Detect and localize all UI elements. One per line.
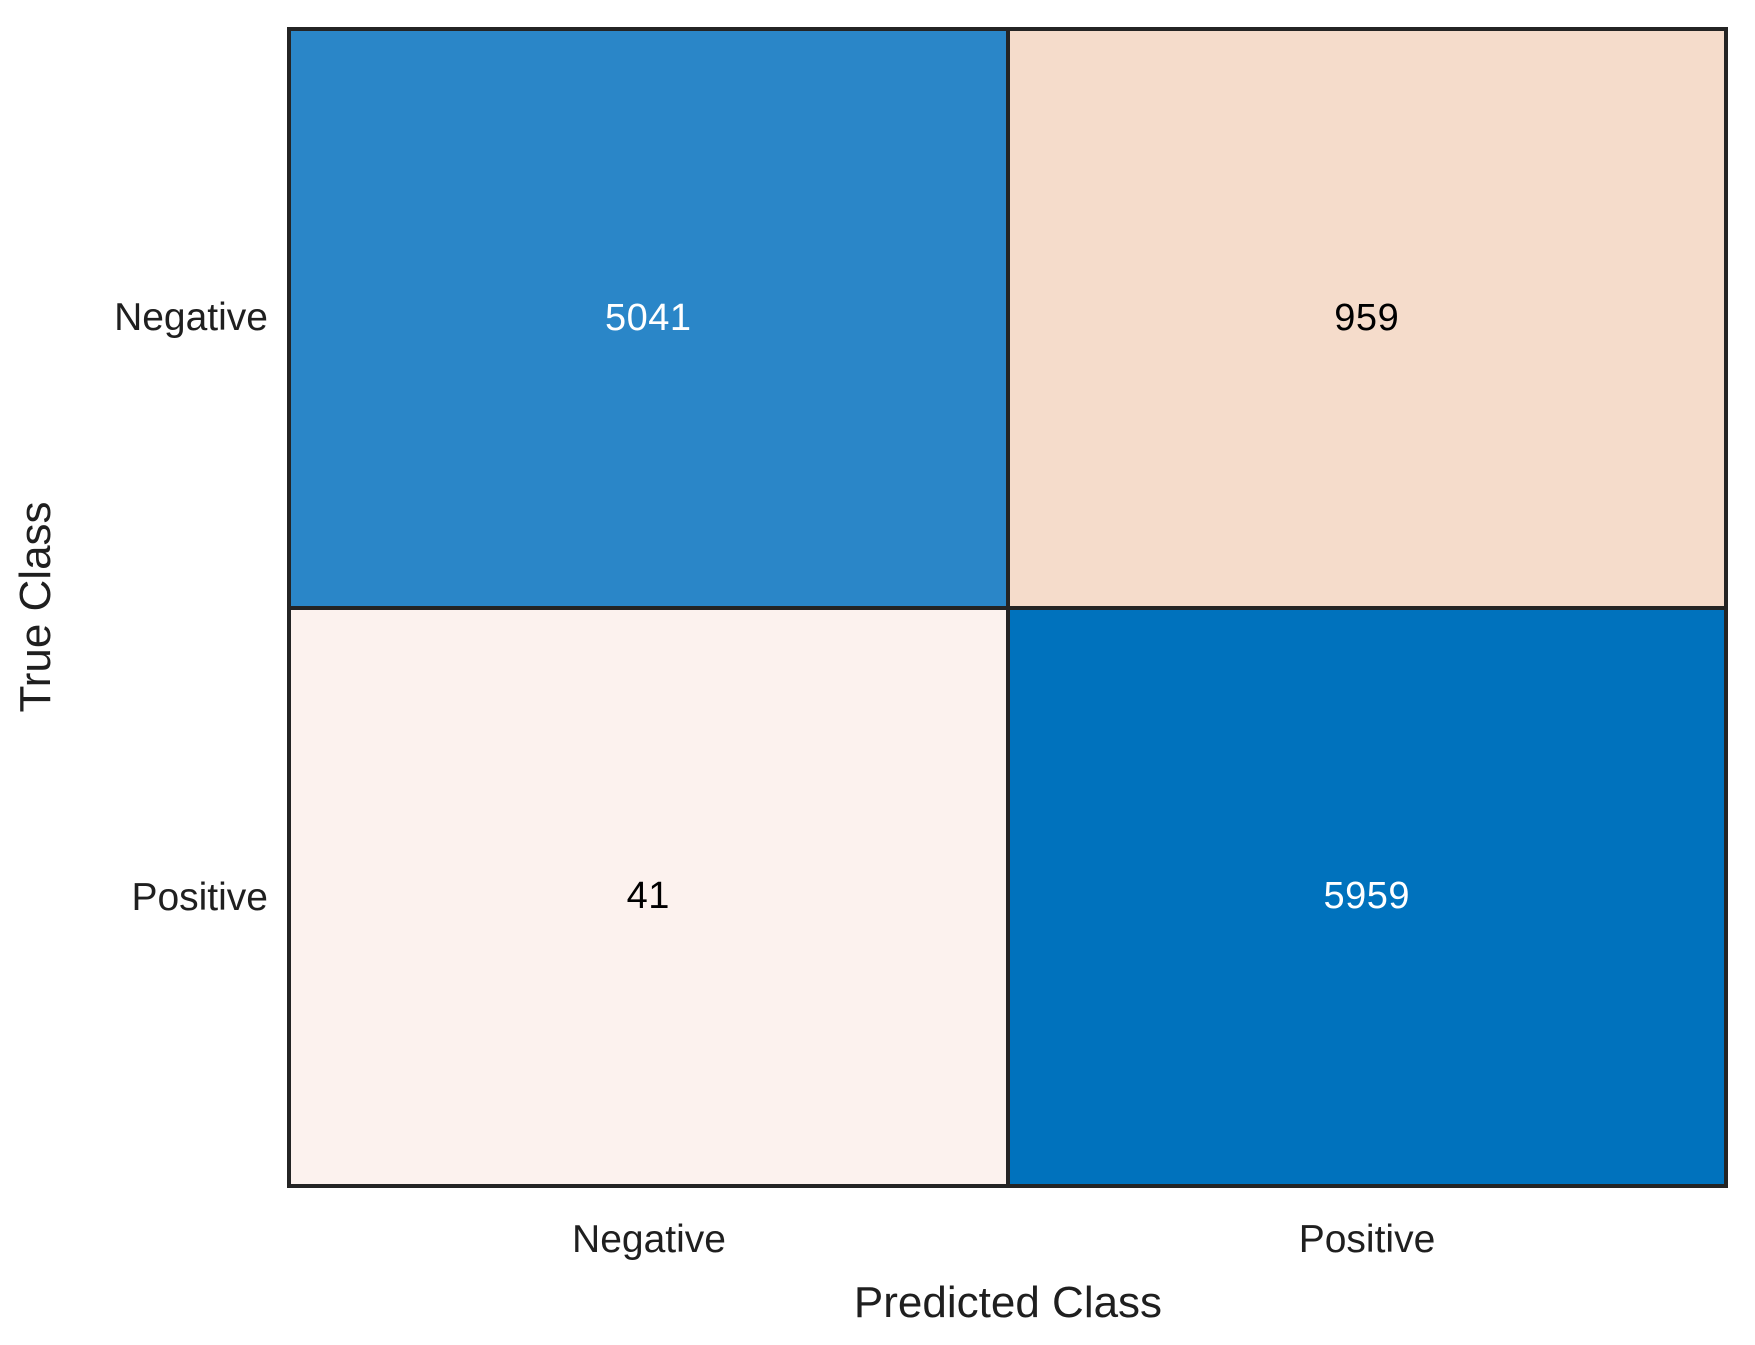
y-tick-label-positive: Positive [131,876,268,919]
matrix-cell-true-negative-pred-positive: 959 [1009,31,1724,606]
x-axis-label: Predicted Class [853,1278,1163,1327]
y-tick-label-negative: Negative [114,296,268,339]
matrix-cell-true-positive-pred-negative: 41 [291,609,1006,1184]
x-tick-label-positive: Positive [1298,1218,1436,1261]
confusion-matrix-plot: 5041 959 41 5959 [287,27,1728,1188]
x-tick-label-negative: Negative [572,1218,726,1261]
matrix-cell-true-positive-pred-positive: 5959 [1009,609,1724,1184]
y-axis-label: True Class [11,501,60,713]
matrix-cell-true-negative-pred-negative: 5041 [291,31,1006,606]
